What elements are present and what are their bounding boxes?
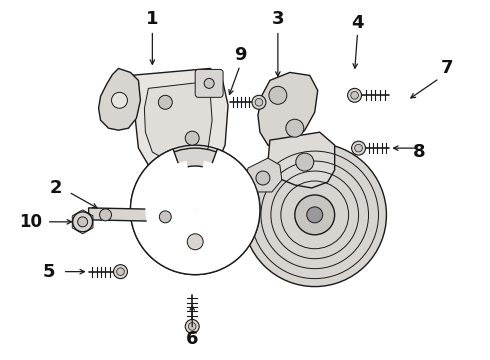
Text: 7: 7 <box>441 59 453 77</box>
Polygon shape <box>145 82 212 162</box>
Circle shape <box>355 144 363 152</box>
Circle shape <box>307 207 323 223</box>
Polygon shape <box>98 68 141 130</box>
Text: 8: 8 <box>413 143 426 161</box>
Circle shape <box>255 99 263 106</box>
Circle shape <box>295 195 335 235</box>
Circle shape <box>351 91 358 99</box>
Text: 6: 6 <box>186 330 198 348</box>
Circle shape <box>159 211 171 223</box>
Circle shape <box>252 95 266 109</box>
Circle shape <box>112 92 127 108</box>
Circle shape <box>185 319 199 333</box>
Circle shape <box>188 323 196 330</box>
Circle shape <box>185 131 199 145</box>
Text: 9: 9 <box>234 46 246 64</box>
Wedge shape <box>154 166 236 210</box>
Polygon shape <box>245 158 282 192</box>
Circle shape <box>243 143 387 287</box>
Wedge shape <box>146 161 245 260</box>
Circle shape <box>158 95 172 109</box>
Polygon shape <box>89 208 186 222</box>
Circle shape <box>256 171 270 185</box>
Circle shape <box>73 212 93 232</box>
Circle shape <box>77 217 88 227</box>
Text: 10: 10 <box>19 213 42 231</box>
Text: 3: 3 <box>271 10 284 28</box>
Circle shape <box>99 209 112 221</box>
Circle shape <box>286 119 304 137</box>
Text: 2: 2 <box>49 179 62 197</box>
Circle shape <box>117 268 124 275</box>
Text: 4: 4 <box>351 14 364 32</box>
Circle shape <box>296 153 314 171</box>
Text: 5: 5 <box>43 263 55 281</box>
Polygon shape <box>128 68 228 178</box>
Circle shape <box>187 234 203 250</box>
Wedge shape <box>130 149 260 275</box>
Circle shape <box>204 78 214 88</box>
Polygon shape <box>268 132 335 188</box>
Circle shape <box>146 160 245 260</box>
FancyBboxPatch shape <box>195 69 223 97</box>
Circle shape <box>269 86 287 104</box>
Polygon shape <box>205 165 240 250</box>
Circle shape <box>114 265 127 279</box>
Circle shape <box>352 141 366 155</box>
Circle shape <box>347 88 362 102</box>
Wedge shape <box>137 148 253 210</box>
Text: 1: 1 <box>146 10 159 28</box>
Polygon shape <box>258 72 318 148</box>
